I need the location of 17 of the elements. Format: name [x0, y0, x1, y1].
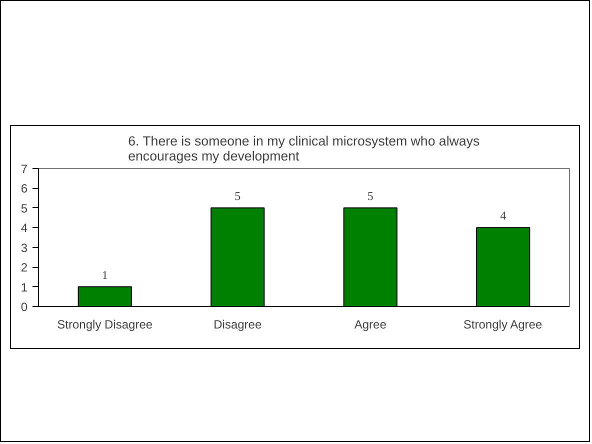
y-tick-label: 1	[20, 280, 28, 294]
data-label: 4	[500, 208, 506, 223]
x-tick-label: Strongly Agree	[463, 318, 542, 332]
chart-title: 6. There is someone in my clinical microsystem who always encourages my development	[128, 134, 480, 164]
data-label: 5	[234, 188, 241, 203]
y-tick-label: 6	[20, 182, 28, 196]
y-tick-label: 5	[20, 201, 28, 216]
x-tick-label: Disagree	[214, 318, 262, 332]
y-tick-label: 3	[20, 240, 28, 255]
data-label: 1	[102, 268, 108, 282]
y-tick-label: 7	[20, 162, 28, 176]
y-tick-label: 2	[20, 260, 28, 275]
x-tick-label: Strongly Disagree	[57, 318, 153, 332]
y-tick-label: 4	[20, 221, 28, 236]
y-tick-label: 0	[20, 300, 28, 314]
x-tick-label: Agree	[354, 318, 387, 332]
data-label: 5	[367, 188, 374, 203]
